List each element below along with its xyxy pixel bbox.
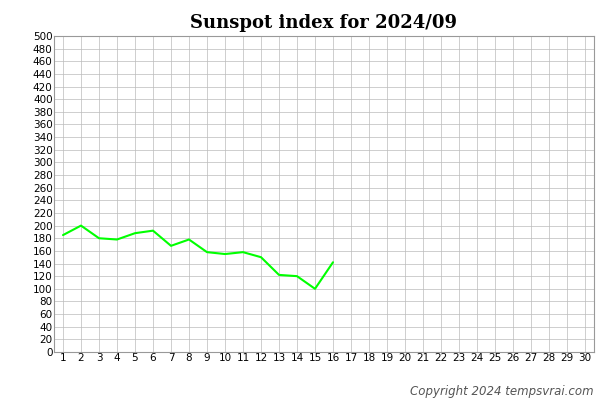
Text: Copyright 2024 tempsvrai.com: Copyright 2024 tempsvrai.com xyxy=(410,385,594,398)
Title: Sunspot index for 2024/09: Sunspot index for 2024/09 xyxy=(191,14,458,32)
